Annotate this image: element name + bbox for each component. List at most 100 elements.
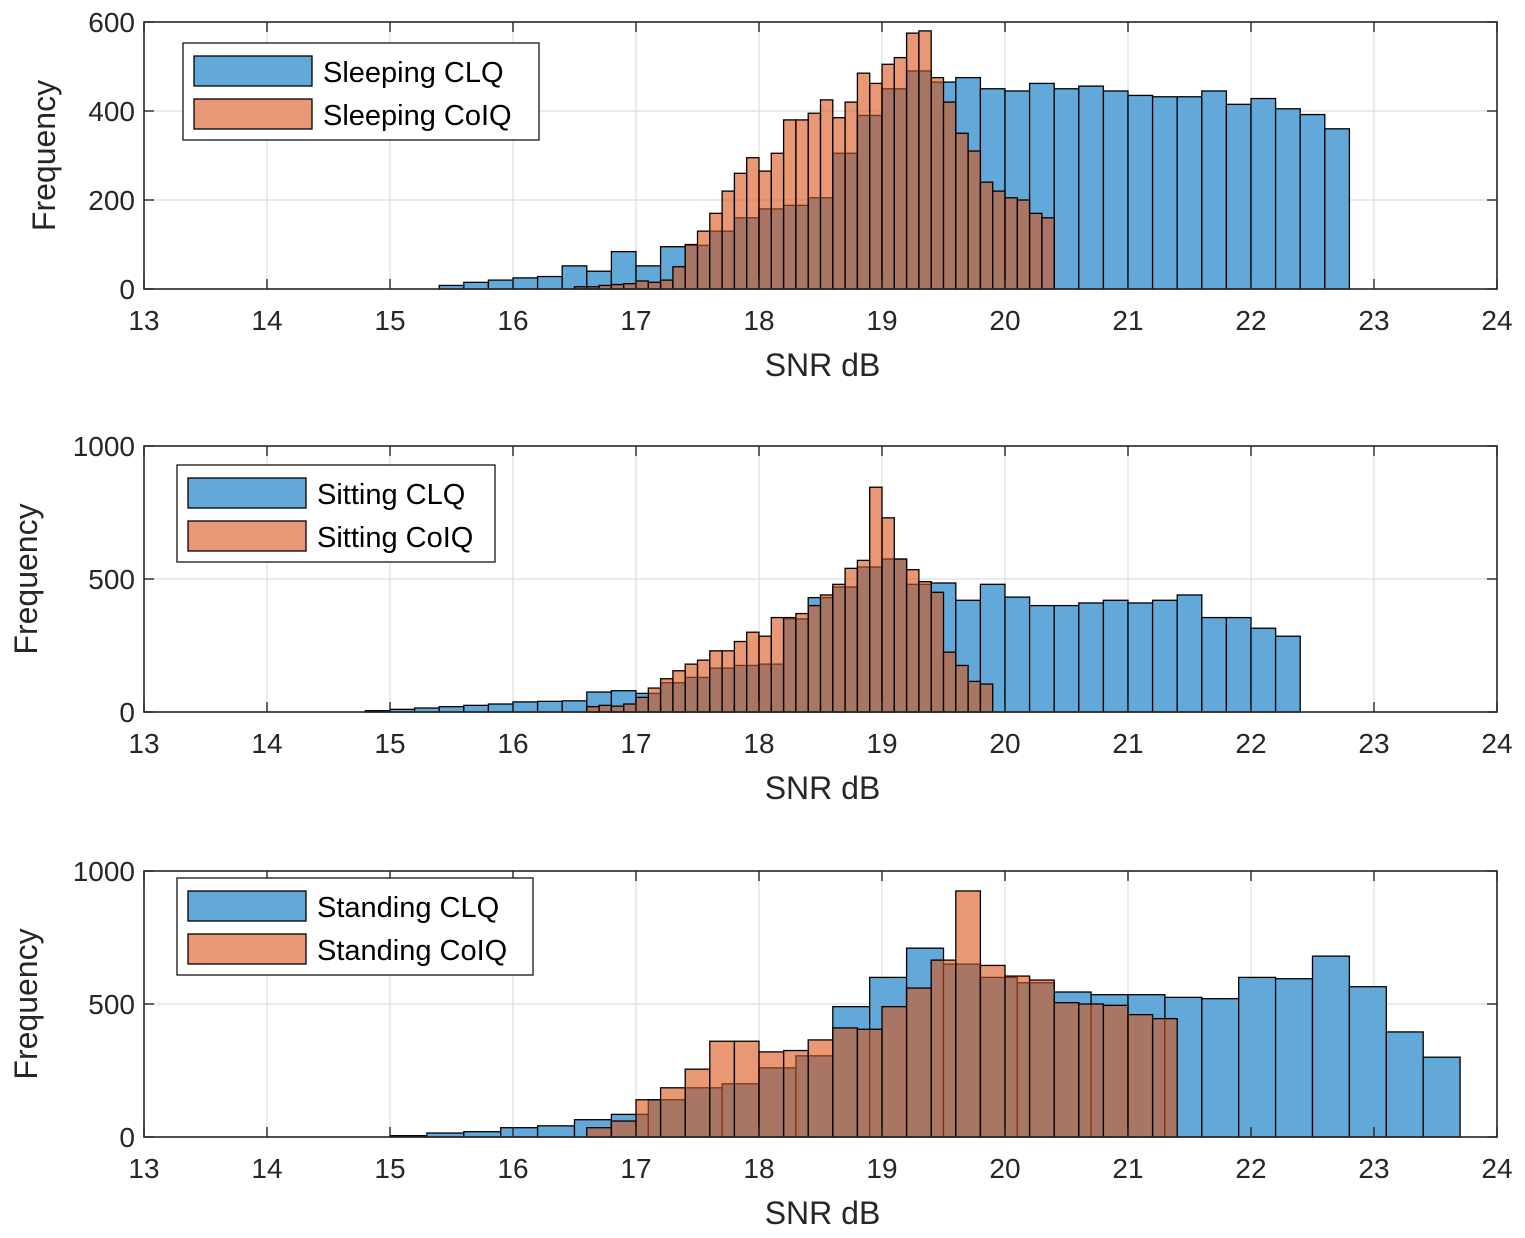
histogram-bar — [807, 604, 822, 713]
histogram-bar — [1225, 103, 1252, 290]
x-tick-label: 20 — [989, 1153, 1020, 1184]
histogram-bar — [672, 266, 686, 290]
x-tick-label: 17 — [620, 1153, 651, 1184]
histogram-bar — [1225, 616, 1252, 713]
histogram-bar — [955, 890, 982, 1138]
histogram-bar — [1201, 90, 1228, 290]
y-axis-label: Frequency — [8, 503, 44, 654]
x-tick-label: 17 — [620, 305, 651, 336]
legend-label: Sitting CLQ — [317, 479, 465, 511]
histogram-bar — [1385, 1031, 1424, 1138]
chart-panel-2: 13 14 15 16 17 18 19 20 21 22 23 24 0 500 1000 SNR dB Fr… — [8, 431, 1513, 806]
x-tick-label: 15 — [374, 1153, 405, 1184]
x-tick-label: 23 — [1358, 728, 1389, 759]
legend-label: Sleeping CoIQ — [323, 100, 512, 132]
histogram-bar — [1004, 975, 1031, 1138]
histogram-bar — [942, 651, 957, 713]
histogram-bar — [610, 705, 625, 713]
x-tick-label: 24 — [1481, 305, 1512, 336]
histogram-bar — [463, 704, 490, 713]
histogram-bar — [770, 152, 785, 290]
histogram-bar — [832, 583, 846, 713]
histogram-bar — [1176, 96, 1203, 290]
x-tick-label: 13 — [128, 728, 159, 759]
histogram-bar — [487, 279, 514, 290]
histogram-bar — [1053, 88, 1080, 290]
histogram-bar — [979, 683, 994, 713]
x-tick-label: 13 — [128, 305, 159, 336]
histogram-bar — [659, 1087, 686, 1138]
histogram-bar — [733, 1040, 760, 1138]
histogram-bar — [1028, 979, 1055, 1138]
x-tick-label: 17 — [620, 728, 651, 759]
histogram-bar — [1127, 602, 1154, 713]
histogram-bar — [1151, 1017, 1178, 1138]
histogram-bar — [1422, 1056, 1461, 1138]
y-tick-label: 400 — [88, 96, 135, 127]
histogram-bar — [881, 63, 895, 290]
x-tick-label: 23 — [1358, 305, 1389, 336]
histogram-bar — [733, 172, 748, 290]
histogram-bar — [1078, 85, 1105, 290]
histogram-bar — [536, 275, 563, 290]
x-tick-label: 16 — [497, 1153, 528, 1184]
histogram-bar — [807, 1039, 834, 1138]
histogram-bar — [1151, 96, 1178, 290]
histogram-bar — [1311, 955, 1351, 1138]
histogram-bar — [856, 559, 871, 713]
y-tick-label: 1000 — [73, 431, 135, 462]
histogram-bar — [721, 650, 736, 713]
histogram-bar — [942, 101, 957, 290]
histogram-bar — [684, 243, 699, 290]
histogram-bar — [1127, 1013, 1154, 1138]
histogram-bar — [1028, 212, 1043, 290]
histogram-bar — [512, 701, 539, 713]
histogram-bar — [893, 56, 908, 290]
x-tick-label: 19 — [866, 728, 897, 759]
histogram-bar — [782, 616, 797, 713]
histogram-bar — [992, 190, 1006, 290]
histogram-bar — [918, 30, 932, 290]
histogram-bar — [1250, 97, 1277, 290]
axes-box — [143, 21, 1498, 290]
x-tick-label: 15 — [374, 305, 405, 336]
x-tick-label: 14 — [251, 305, 282, 336]
histogram-bar — [647, 687, 662, 713]
x-tick-label: 18 — [743, 728, 774, 759]
legend-label: Standing CoIQ — [317, 935, 507, 967]
chart-panel-1: 13 14 15 16 17 18 19 20 21 22 23 24 0 200 400 600 SNR dB… — [26, 7, 1513, 383]
histogram-bar — [1078, 1003, 1105, 1138]
legend-swatch — [187, 477, 307, 509]
histogram-bar — [758, 1051, 785, 1138]
histogram-bar — [869, 486, 883, 713]
x-axis-label: SNR dB — [765, 1195, 881, 1231]
histogram-bar — [659, 678, 674, 713]
histogram-bar — [893, 558, 908, 713]
x-tick-label: 20 — [989, 305, 1020, 336]
histogram-bar — [1274, 635, 1301, 713]
histogram-bar — [635, 1099, 662, 1138]
x-axis-label: SNR dB — [765, 347, 881, 383]
histogram-bar — [635, 280, 649, 290]
histogram-bar — [623, 283, 637, 290]
histogram-bar — [1016, 199, 1031, 290]
histogram-bar — [1274, 108, 1301, 290]
histogram-bar — [463, 281, 490, 290]
legend: Sitting CLQ Sitting CoIQ — [176, 464, 496, 563]
histogram-bar — [844, 567, 859, 713]
histogram-bar — [881, 1006, 908, 1138]
histogram-bar — [1127, 94, 1154, 290]
histogram-bar — [586, 1127, 613, 1138]
histogram-bar — [1102, 1004, 1129, 1138]
x-tick-label: 20 — [989, 728, 1020, 759]
histogram-bar — [1102, 599, 1129, 713]
legend-swatch — [187, 933, 307, 965]
histogram-bar — [1053, 604, 1080, 713]
histogram-bar — [807, 112, 822, 290]
histogram-bar — [955, 664, 969, 713]
histogram-bar — [672, 670, 686, 713]
histogram-bar — [905, 569, 920, 713]
histogram-bar — [770, 616, 785, 713]
y-tick-label: 0 — [119, 697, 135, 728]
y-tick-label: 0 — [119, 1122, 135, 1153]
